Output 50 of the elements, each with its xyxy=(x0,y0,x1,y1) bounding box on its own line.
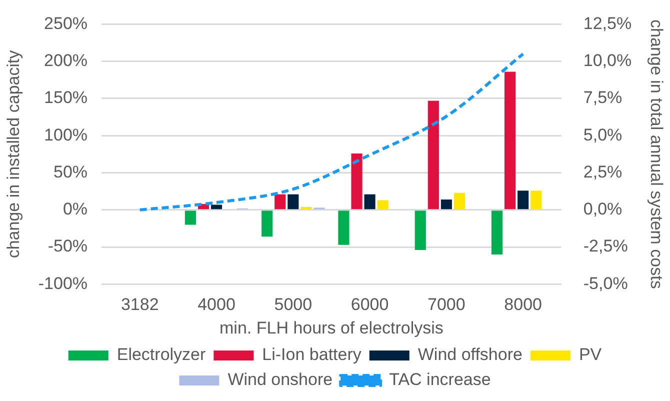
y-tick-label: -50% xyxy=(48,236,88,256)
legend-label: Electrolyzer xyxy=(116,345,206,364)
y2-axis-title: change in total annual system costs xyxy=(647,20,666,289)
bar xyxy=(454,192,465,210)
y2-tick-label: 12,5% xyxy=(583,14,632,33)
line-series xyxy=(138,52,525,212)
legend-label: TAC increase xyxy=(389,370,491,390)
bar xyxy=(377,200,388,210)
x-tick-label: 3182 xyxy=(120,295,159,314)
bar xyxy=(530,190,542,210)
bar xyxy=(184,210,196,225)
bar xyxy=(440,200,452,210)
y2-tick-label: 2,5% xyxy=(583,162,622,182)
bar xyxy=(428,100,439,210)
bar xyxy=(300,206,312,210)
y-tick-label: 50% xyxy=(54,162,88,182)
bar xyxy=(518,190,529,210)
bar xyxy=(338,210,350,245)
y2-tick-label: -5,0% xyxy=(583,274,628,293)
y-tick-label: -100% xyxy=(38,274,88,293)
legend-label: Wind onshore xyxy=(228,370,333,390)
bar xyxy=(351,153,362,210)
x-tick-label: 7000 xyxy=(428,295,466,314)
y2-tick-label: -2,5% xyxy=(583,236,628,256)
y-axis-title: change in installed capacity xyxy=(4,50,23,258)
legend-label: PV xyxy=(578,345,602,364)
bar xyxy=(414,210,426,250)
bar xyxy=(274,194,286,210)
y2-tick-label: 5,0% xyxy=(583,125,622,144)
x-tick-label: 4000 xyxy=(198,295,236,314)
legend-label: Wind offshore xyxy=(418,345,522,364)
y-tick-label: 250% xyxy=(44,14,88,33)
y2-tick-label: 10,0% xyxy=(583,51,632,70)
x-tick-label: 8000 xyxy=(504,295,542,314)
bar xyxy=(288,194,299,210)
x-axis-title: min. FLH hours of electrolysis xyxy=(220,318,444,338)
bar xyxy=(364,194,376,210)
x-tick-label: 5000 xyxy=(274,295,312,314)
x-tick-label: 6000 xyxy=(350,295,389,314)
bar xyxy=(504,72,516,210)
y-tick-label: 100% xyxy=(44,125,88,144)
y2-tick-label: 0,0% xyxy=(583,200,622,219)
y-tick-label: 0% xyxy=(62,200,88,219)
legend-label: Li-Ion battery xyxy=(262,345,362,364)
y-tick-label: 150% xyxy=(44,88,88,108)
bar xyxy=(210,204,222,210)
bar xyxy=(262,210,273,237)
bar xyxy=(491,210,503,254)
y-tick-label: 200% xyxy=(44,51,88,70)
y2-tick-label: 7,5% xyxy=(583,88,622,108)
